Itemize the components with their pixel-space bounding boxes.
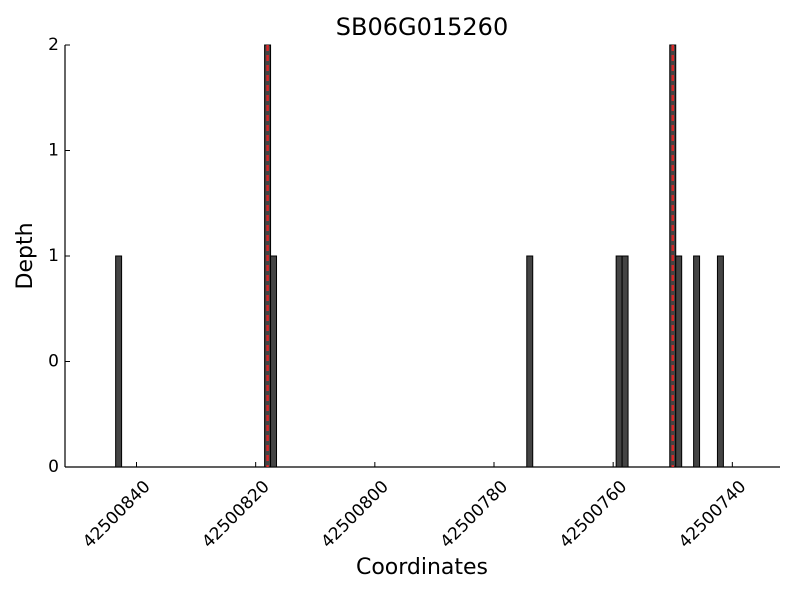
y-tick-label: 2 (48, 35, 59, 55)
y-axis-label: Depth (13, 222, 38, 289)
bar (270, 255, 278, 468)
x-axis-label: Coordinates (356, 555, 488, 580)
y-tick-label: 0 (48, 352, 59, 372)
x-tick-label: 42500760 (556, 477, 631, 552)
bar (675, 255, 683, 468)
bar (621, 255, 629, 468)
x-tick-label: 42500740 (675, 477, 750, 552)
y-tick-label: 1 (48, 246, 59, 266)
x-tick-label: 42500780 (437, 477, 512, 552)
y-tick-label: 0 (48, 457, 59, 477)
bar (115, 255, 123, 468)
bar (693, 255, 701, 468)
y-tick-label: 1 (48, 141, 59, 161)
chart-title: SB06G015260 (336, 13, 508, 41)
x-tick-label: 42500800 (318, 477, 393, 552)
bar (526, 255, 534, 468)
x-tick-label: 42500840 (79, 477, 154, 552)
x-tick-label: 42500820 (198, 477, 273, 552)
bar (615, 255, 623, 468)
bar (716, 255, 724, 468)
